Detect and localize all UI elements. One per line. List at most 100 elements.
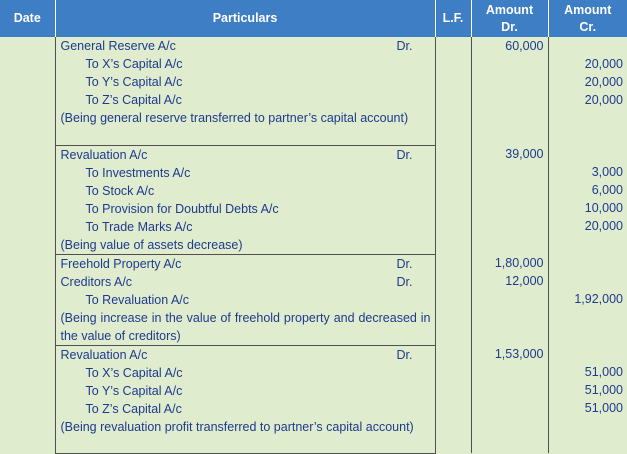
dr-marker — [397, 164, 435, 182]
credit-amount: 20,000 — [584, 219, 623, 233]
dr-marker: Dr. — [396, 39, 413, 53]
credit-account-name: To Z’s Capital A/c — [85, 401, 182, 416]
debit-account-name: Creditors A/c — [60, 274, 133, 289]
debit-amount — [472, 181, 548, 199]
particulars-cell: Revaluation A/c Dr. To X’s Capital A/c To Y… — [55, 344, 436, 454]
credit-account-name: To X’s Capital A/c — [85, 57, 183, 71]
dr-marker: Dr. — [396, 274, 413, 289]
account-line: To Z’s Capital A/c — [56, 400, 435, 418]
blank-amount — [549, 127, 627, 145]
credit-account-name: To Revaluation A/c — [85, 292, 190, 307]
dr-marker — [397, 182, 435, 200]
narration: (Being revaluation profit transferred to… — [60, 419, 414, 434]
credit-account-name: To Trade Marks A/c — [85, 219, 193, 234]
credit-cell: 51,000 51,000 51,000 — [548, 345, 627, 453]
credit-amount: 51,000 — [584, 383, 623, 397]
credit-amount — [549, 254, 627, 272]
debit-amount: 39,000 — [505, 147, 544, 161]
date-cell — [0, 37, 56, 145]
debit-amount — [472, 381, 548, 399]
credit-amount: 20,000 — [584, 57, 623, 71]
debit-cell: 1,80,000 12,000 — [471, 254, 549, 345]
credit-amount: 20,000 — [584, 75, 623, 89]
dr-marker — [397, 400, 435, 418]
lf-cell — [435, 254, 472, 345]
account-line: To Provision for Doubtful Debts A/c — [56, 200, 435, 218]
date-cell — [0, 145, 56, 254]
account-line: Revaluation A/c Dr. — [56, 346, 435, 364]
journal-entry: Revaluation A/c Dr. To Investments A/c To S… — [0, 144, 627, 254]
account-line: To X’s Capital A/c — [56, 364, 435, 382]
account-line: To Stock A/c — [56, 182, 435, 200]
debit-cell: 39,000 — [471, 145, 549, 254]
credit-amount: 1,92,000 — [574, 292, 623, 306]
debit-account-name: Revaluation A/c — [60, 347, 148, 362]
blank-amount — [549, 235, 627, 253]
header-row: Date Particulars L.F. Amount Dr. Amount … — [0, 0, 627, 37]
blank-amount — [549, 308, 627, 326]
particulars-cell: Revaluation A/c Dr. To Investments A/c To S… — [55, 144, 436, 254]
dr-marker: Dr. — [396, 256, 413, 271]
header-amount-dr-line2: Dr. — [501, 19, 518, 34]
journal-entry: Freehold Property A/c Dr. Creditors A/c Dr.… — [0, 253, 627, 345]
dr-marker — [397, 291, 435, 309]
credit-amount: 10,000 — [584, 201, 623, 215]
debit-amount — [472, 399, 548, 417]
credit-account-name: To Y’s Capital A/c — [85, 75, 183, 89]
journal-entry: Revaluation A/c Dr. To X’s Capital A/c To Y… — [0, 344, 627, 454]
credit-amount: 6,000 — [591, 183, 623, 197]
header-amount-dr: Amount Dr. — [470, 0, 548, 37]
credit-amount — [549, 272, 627, 290]
debit-amount — [472, 91, 548, 109]
debit-amount: 60,000 — [505, 39, 544, 53]
credit-account-name: To X’s Capital A/c — [85, 365, 183, 380]
date-cell — [0, 254, 56, 345]
credit-amount: 51,000 — [584, 401, 623, 415]
blank-amount — [549, 435, 627, 453]
header-amount-cr-line2: Cr. — [579, 19, 597, 34]
account-line: Revaluation A/c Dr. — [56, 146, 435, 164]
account-line: Freehold Property A/c Dr. — [56, 255, 435, 273]
blank-amount — [472, 109, 548, 127]
particulars-cell: Freehold Property A/c Dr. Creditors A/c Dr.… — [55, 253, 436, 345]
dr-marker: Dr. — [396, 347, 413, 362]
header-date: Date — [0, 0, 55, 37]
account-line: General Reserve A/c Dr. — [56, 37, 435, 55]
narration: (Being general reserve transferred to pa… — [60, 111, 409, 125]
narration: (Being value of assets decrease) — [60, 237, 243, 252]
blank-amount — [472, 308, 548, 326]
blank-amount — [472, 435, 548, 453]
debit-amount: 1,80,000 — [494, 256, 544, 270]
debit-amount — [472, 290, 548, 308]
account-line: Creditors A/c Dr. — [56, 273, 435, 291]
debit-cell: 1,53,000 — [471, 345, 549, 453]
dr-marker — [397, 382, 435, 400]
account-line: To X’s Capital A/c — [56, 55, 435, 73]
credit-cell: 3,000 6,000 10,000 20,000 — [548, 145, 627, 254]
blank-amount — [549, 417, 627, 435]
account-line: To Revaluation A/c — [56, 291, 435, 309]
credit-amount: 51,000 — [584, 365, 623, 379]
credit-account-name: To Z’s Capital A/c — [85, 93, 182, 107]
dr-marker — [397, 218, 435, 236]
dr-marker — [397, 364, 435, 382]
account-line: To Y’s Capital A/c — [56, 73, 435, 91]
account-line: To Z’s Capital A/c — [56, 91, 435, 109]
debit-amount: 12,000 — [505, 274, 544, 288]
debit-amount — [472, 363, 548, 381]
lf-cell — [435, 345, 472, 453]
dr-marker — [397, 73, 435, 91]
blank-amount — [472, 417, 548, 435]
particulars-cell: General Reserve A/c Dr. To X’s Capital A/c… — [55, 37, 436, 145]
credit-amount: 20,000 — [584, 93, 623, 107]
debit-account-name: General Reserve A/c — [60, 39, 176, 53]
blank-amount — [472, 127, 548, 145]
journal-entry: General Reserve A/c Dr. To X’s Capital A/c… — [0, 37, 627, 145]
debit-amount — [472, 55, 548, 73]
lf-cell — [435, 37, 472, 145]
dr-marker — [397, 91, 435, 109]
credit-amount — [549, 345, 627, 363]
credit-amount: 3,000 — [591, 165, 623, 179]
debit-amount — [472, 73, 548, 91]
